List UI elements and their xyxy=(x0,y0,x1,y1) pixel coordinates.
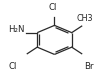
Text: Cl: Cl xyxy=(48,3,57,12)
Text: CH3: CH3 xyxy=(77,14,93,23)
Text: Cl: Cl xyxy=(9,62,17,71)
Text: H₂N: H₂N xyxy=(8,25,24,34)
Text: Br: Br xyxy=(84,62,93,71)
